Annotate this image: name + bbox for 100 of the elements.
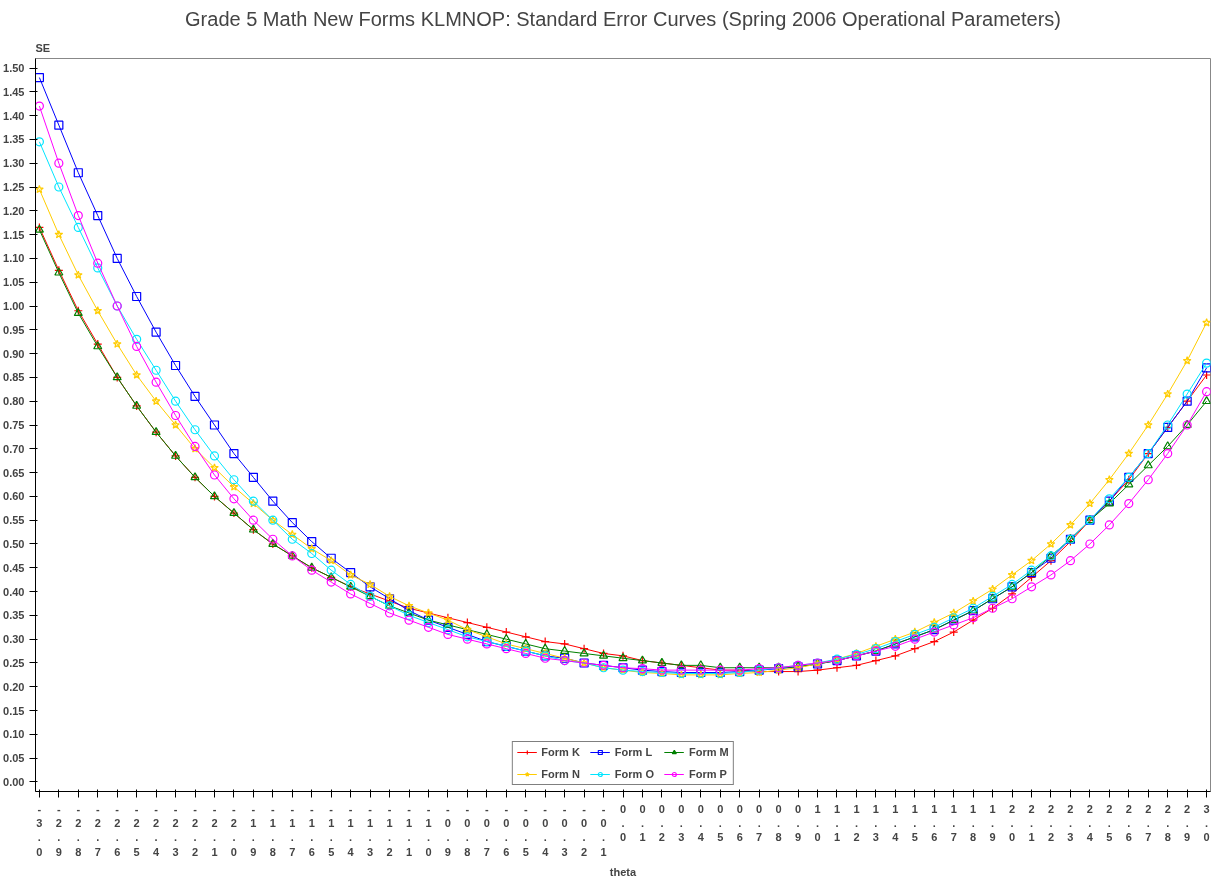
x-axis-title: theta [609, 865, 638, 878]
x-tick-label: 0.9 [795, 802, 802, 844]
x-tick-label: 1.1 [833, 802, 841, 844]
x-tick-label: 2.1 [1028, 802, 1035, 844]
x-tick-label: -1.2 [386, 802, 393, 858]
x-tick-label: 0.3 [678, 802, 685, 844]
y-tick-label: 1.35 [3, 133, 25, 146]
x-tick-label: -0.2 [581, 802, 588, 858]
x-tick-label: 1.9 [989, 802, 996, 844]
y-tick-label: 1.15 [3, 228, 25, 241]
legend-label: Form O [614, 768, 654, 780]
x-tick-label: -2.0 [230, 802, 237, 858]
y-tick-label: 1.30 [3, 157, 25, 170]
x-tick-label: 2.0 [1009, 802, 1016, 844]
x-tick-label: -2.9 [55, 802, 62, 858]
x-tick-label: -2.3 [172, 802, 179, 858]
y-tick-label: 0.25 [3, 656, 25, 669]
y-tick-label: 0.40 [3, 585, 25, 598]
x-tick-label: -0.6 [503, 802, 510, 858]
y-tick-label: 0.20 [3, 680, 25, 693]
x-tick-label: -1.5 [328, 802, 335, 858]
x-tick-label: -1.7 [289, 802, 296, 858]
x-tick-label: 2.9 [1184, 802, 1191, 844]
y-tick-label: 0.50 [3, 537, 25, 550]
y-tick-label: 0.10 [3, 728, 25, 741]
x-tick-label: -0.7 [483, 802, 490, 858]
x-tick-label: 0.0 [619, 802, 627, 844]
x-tick-label: 1.8 [970, 802, 977, 844]
chart-title: Grade 5 Math New Forms KLMNOP: Standard Error Curves (Spring 2006 Operational Parameters) [185, 7, 1061, 30]
x-tick-label: 0.1 [639, 802, 646, 844]
x-tick-label: 1.2 [853, 802, 860, 844]
x-tick-label: 2.4 [1086, 802, 1094, 844]
x-tick-label: 0.5 [717, 802, 724, 844]
x-tick-label: 2.6 [1125, 802, 1132, 844]
x-tick-label: -0.9 [444, 802, 451, 858]
x-tick-label: -1.3 [367, 802, 374, 858]
y-tick-label: 1.00 [3, 300, 25, 313]
x-tick-label: 0.8 [775, 802, 782, 844]
y-tick-label: 0.00 [3, 775, 25, 788]
x-tick-label: -0.8 [464, 802, 471, 858]
x-tick-label: -2.7 [94, 802, 101, 858]
x-tick-label: -2.1 [211, 802, 218, 858]
y-tick-label: 1.50 [3, 62, 25, 75]
y-tick-label: 1.05 [3, 276, 25, 289]
x-tick-label: -2.5 [133, 802, 140, 858]
y-tick-label: 1.20 [3, 204, 25, 217]
x-tick-label: -0.3 [561, 802, 568, 858]
y-tick-label: 0.90 [3, 347, 25, 360]
legend-label: Form L [614, 746, 653, 758]
y-axis-title: SE [35, 41, 51, 54]
legend-label: Form N [541, 768, 580, 780]
legend-label: Form M [688, 746, 729, 758]
x-tick-label: 2.2 [1047, 802, 1055, 844]
x-tick-label: -1.6 [308, 802, 315, 858]
x-tick-label: 0.7 [756, 802, 763, 844]
x-tick-label: 1.6 [931, 802, 938, 844]
y-tick-label: 0.75 [3, 419, 25, 431]
legend-label: Form P [688, 768, 727, 780]
y-tick-label: 0.30 [3, 633, 25, 646]
x-tick-label: 1.7 [950, 802, 957, 844]
y-tick-label: 0.65 [3, 466, 25, 479]
x-tick-label: -2.6 [114, 802, 121, 858]
x-tick-label: -1.8 [269, 802, 276, 858]
x-tick-label: 0.2 [658, 802, 665, 844]
x-tick-label: -2.8 [75, 802, 82, 858]
y-tick-label: 1.25 [3, 181, 25, 194]
x-tick-label: 1.0 [814, 802, 821, 844]
y-tick-label: 0.85 [3, 371, 25, 384]
y-tick-label: 0.05 [3, 752, 25, 765]
y-tick-label: 1.45 [3, 85, 25, 98]
y-tick-label: 0.70 [3, 442, 25, 455]
y-tick-label: 0.95 [3, 323, 25, 336]
x-tick-label: 2.3 [1067, 802, 1074, 844]
x-tick-label: -0.5 [522, 802, 529, 858]
x-tick-label: 2.8 [1164, 802, 1171, 844]
x-tick-label: 0.6 [736, 802, 743, 844]
x-tick-label: 0.4 [697, 802, 705, 844]
x-tick-label: -0.4 [542, 802, 550, 858]
y-tick-label: 1.40 [3, 109, 25, 122]
y-tick-label: 0.35 [3, 609, 25, 622]
x-tick-label: -2.2 [191, 802, 199, 858]
x-tick-label: 1.4 [892, 802, 900, 844]
x-tick-label: -1.4 [347, 802, 355, 858]
y-tick-label: 1.10 [3, 252, 25, 265]
x-tick-label: 2.5 [1106, 802, 1113, 844]
y-tick-label: 0.80 [3, 395, 25, 408]
x-tick-label: -1.9 [250, 802, 257, 858]
y-tick-label: 0.60 [3, 490, 25, 503]
x-tick-label: -0.1 [600, 802, 607, 858]
x-tick-label: 1.3 [872, 802, 879, 844]
x-tick-label: 2.7 [1145, 802, 1152, 844]
x-tick-label: -1.1 [405, 802, 413, 858]
legend-label: Form K [541, 746, 580, 758]
x-tick-label: -3.0 [36, 802, 43, 858]
y-tick-label: 0.45 [3, 561, 25, 574]
y-tick-label: 0.55 [3, 514, 25, 527]
x-tick-label: -2.4 [153, 802, 161, 858]
y-tick-label: 0.15 [3, 704, 25, 717]
x-tick-label: 1.5 [911, 802, 918, 844]
x-tick-label: -1.0 [425, 802, 432, 858]
